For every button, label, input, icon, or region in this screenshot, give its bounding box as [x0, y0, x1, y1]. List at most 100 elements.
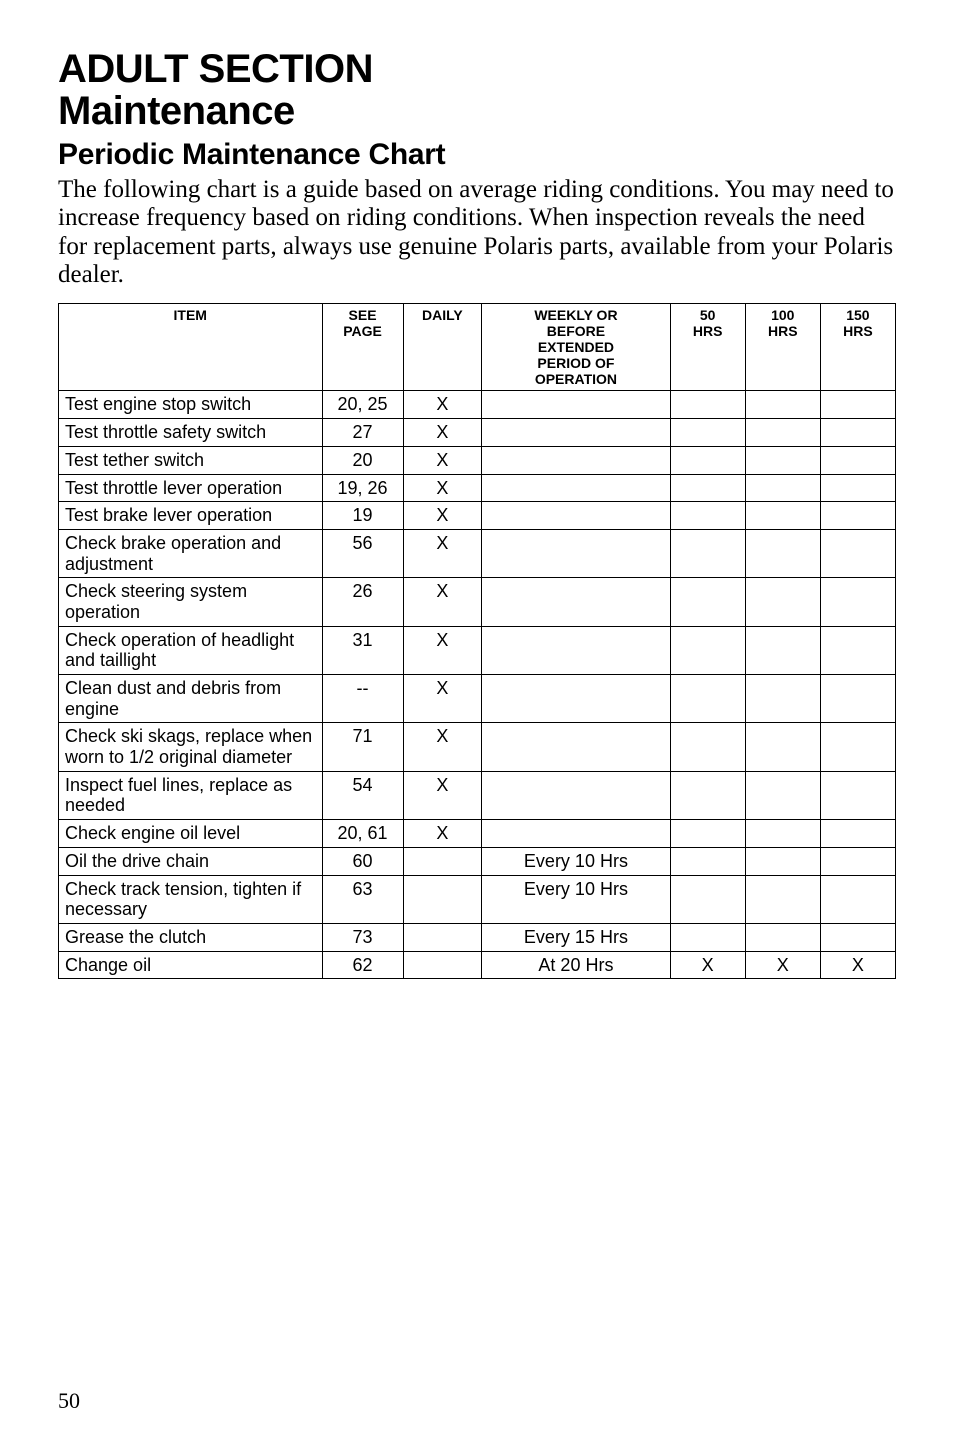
cell-50hrs — [670, 474, 745, 502]
table-row: Inspect fuel lines, replace as needed54X — [59, 771, 896, 819]
cell-page: 62 — [322, 951, 403, 979]
table-row: Clean dust and debris from engine--X — [59, 675, 896, 723]
table-row: Check ski skags, replace when worn to 1/… — [59, 723, 896, 771]
cell-150hrs — [820, 675, 895, 723]
cell-50hrs — [670, 391, 745, 419]
cell-daily: X — [403, 502, 482, 530]
cell-item: Inspect fuel lines, replace as needed — [59, 771, 323, 819]
cell-50hrs — [670, 446, 745, 474]
table-row: Test tether switch20X — [59, 446, 896, 474]
cell-item: Check operation of headlight and taillig… — [59, 626, 323, 674]
cell-150hrs — [820, 626, 895, 674]
table-row: Test throttle lever operation19, 26X — [59, 474, 896, 502]
cell-100hrs — [745, 875, 820, 923]
cell-page: 71 — [322, 723, 403, 771]
cell-100hrs — [745, 771, 820, 819]
cell-weekly: At 20 Hrs — [482, 951, 670, 979]
cell-100hrs — [745, 626, 820, 674]
cell-daily: X — [403, 446, 482, 474]
cell-daily: X — [403, 626, 482, 674]
cell-50hrs — [670, 820, 745, 848]
cell-item: Check ski skags, replace when worn to 1/… — [59, 723, 323, 771]
cell-50hrs — [670, 626, 745, 674]
cell-weekly — [482, 820, 670, 848]
cell-150hrs — [820, 529, 895, 577]
cell-50hrs — [670, 923, 745, 951]
cell-weekly — [482, 675, 670, 723]
cell-item: Change oil — [59, 951, 323, 979]
table-row: Check brake operation and adjustment56X — [59, 529, 896, 577]
cell-100hrs — [745, 675, 820, 723]
cell-daily: X — [403, 474, 482, 502]
cell-page: 20, 61 — [322, 820, 403, 848]
col-header-daily: DAILY — [403, 304, 482, 391]
cell-100hrs — [745, 446, 820, 474]
cell-50hrs: X — [670, 951, 745, 979]
cell-100hrs — [745, 529, 820, 577]
cell-150hrs — [820, 771, 895, 819]
cell-weekly — [482, 502, 670, 530]
cell-weekly — [482, 391, 670, 419]
cell-page: 60 — [322, 847, 403, 875]
cell-item: Test throttle lever operation — [59, 474, 323, 502]
cell-150hrs — [820, 419, 895, 447]
cell-page: 19, 26 — [322, 474, 403, 502]
cell-100hrs — [745, 723, 820, 771]
chart-title: Periodic Maintenance Chart — [58, 138, 896, 172]
cell-weekly — [482, 626, 670, 674]
cell-daily: X — [403, 820, 482, 848]
cell-page: 26 — [322, 578, 403, 626]
cell-daily: X — [403, 419, 482, 447]
cell-150hrs — [820, 578, 895, 626]
table-row: Grease the clutch73Every 15 Hrs — [59, 923, 896, 951]
cell-daily: X — [403, 723, 482, 771]
subsection-heading: Maintenance — [58, 90, 896, 132]
cell-page: 63 — [322, 875, 403, 923]
table-row: Test throttle safety switch27X — [59, 419, 896, 447]
cell-page: 27 — [322, 419, 403, 447]
cell-daily — [403, 847, 482, 875]
cell-item: Test brake lever operation — [59, 502, 323, 530]
cell-page: -- — [322, 675, 403, 723]
cell-item: Check engine oil level — [59, 820, 323, 848]
cell-page: 56 — [322, 529, 403, 577]
cell-daily: X — [403, 675, 482, 723]
cell-150hrs — [820, 923, 895, 951]
cell-item: Check track tension, tighten if necessar… — [59, 875, 323, 923]
cell-daily: X — [403, 771, 482, 819]
cell-daily — [403, 875, 482, 923]
cell-page: 31 — [322, 626, 403, 674]
cell-100hrs: X — [745, 951, 820, 979]
cell-weekly — [482, 529, 670, 577]
col-header-100hrs: 100HRS — [745, 304, 820, 391]
cell-50hrs — [670, 578, 745, 626]
table-body: Test engine stop switch20, 25XTest throt… — [59, 391, 896, 979]
cell-150hrs: X — [820, 951, 895, 979]
cell-daily: X — [403, 529, 482, 577]
cell-100hrs — [745, 502, 820, 530]
col-header-50hrs: 50HRS — [670, 304, 745, 391]
cell-page: 19 — [322, 502, 403, 530]
table-header-row: ITEM SEEPAGE DAILY WEEKLY ORBEFOREEXTEND… — [59, 304, 896, 391]
cell-item: Oil the drive chain — [59, 847, 323, 875]
cell-weekly — [482, 446, 670, 474]
cell-item: Test tether switch — [59, 446, 323, 474]
cell-weekly: Every 10 Hrs — [482, 847, 670, 875]
cell-50hrs — [670, 675, 745, 723]
cell-item: Clean dust and debris from engine — [59, 675, 323, 723]
cell-50hrs — [670, 723, 745, 771]
cell-150hrs — [820, 391, 895, 419]
cell-150hrs — [820, 875, 895, 923]
intro-paragraph: The following chart is a guide based on … — [58, 176, 896, 289]
cell-150hrs — [820, 502, 895, 530]
table-row: Oil the drive chain60 Every 10 Hrs — [59, 847, 896, 875]
cell-weekly — [482, 419, 670, 447]
cell-weekly — [482, 474, 670, 502]
col-header-page: SEEPAGE — [322, 304, 403, 391]
cell-100hrs — [745, 419, 820, 447]
cell-100hrs — [745, 820, 820, 848]
cell-daily: X — [403, 391, 482, 419]
cell-50hrs — [670, 529, 745, 577]
cell-150hrs — [820, 723, 895, 771]
cell-100hrs — [745, 923, 820, 951]
